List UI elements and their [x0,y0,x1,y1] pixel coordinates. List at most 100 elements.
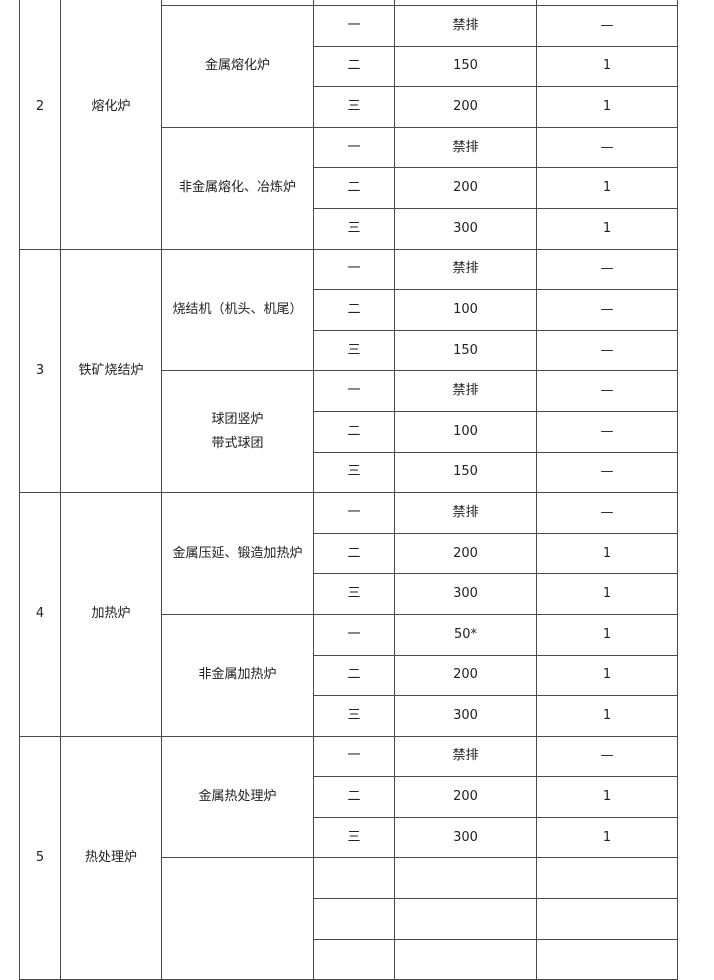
ringelmann-blackness: — [536,451,678,494]
ringelmann-blackness: — [536,370,678,412]
emission-standards-table-container: 2 熔化炉 金属熔化炉一禁排 — 二 150 1 三 200 1 非金属熔化、冶炼炉一禁排 — 二 200… [19,0,678,980]
emission-limit [394,938,537,980]
section-number: 2 [19,0,61,250]
ringelmann-blackness: — [536,410,678,453]
furnace-type-line: 金属压延、锻造加热炉 [172,545,303,561]
zone-level: 三 [313,695,395,737]
emission-limit: 禁排 [394,248,537,291]
ringelmann-blackness: — [536,329,678,372]
ringelmann-blackness [536,898,678,940]
zone-level: 三 [313,451,395,494]
emission-limit: 200 [394,654,537,697]
ringelmann-blackness: 1 [536,207,678,250]
emission-limit: 300 [394,573,537,615]
emission-limit: 300 [394,816,537,859]
zone-level: 三 [313,573,395,615]
emission-limit: 200 [394,167,537,209]
zone-level: 二 [313,45,395,88]
zone-level: 一 [313,370,395,412]
zone-level: 二 [313,167,395,209]
emission-standards-table: 2 熔化炉 金属熔化炉一禁排 — 二 150 1 三 200 1 非金属熔化、冶炼炉一禁排 — 二 200… [19,0,678,980]
ringelmann-blackness: 1 [536,86,678,128]
ringelmann-blackness: 1 [536,776,678,818]
zone-level [313,857,395,900]
furnace-type: 金属压延、锻造加热炉 [161,492,314,615]
zone-level: 一 [313,735,395,778]
ringelmann-blackness: — [536,5,678,47]
emission-limit: 300 [394,207,537,250]
ringelmann-blackness: — [536,289,678,331]
ringelmann-blackness: 1 [536,45,678,88]
furnace-type: 球团竖炉 带式球团 [161,370,314,494]
ringelmann-blackness: 1 [536,654,678,697]
emission-limit: 禁排 [394,370,537,412]
ringelmann-blackness: 1 [536,613,678,656]
zone-level [313,938,395,980]
furnace-type: 金属热处理炉 [161,735,314,859]
emission-limit [394,857,537,900]
table-row: 二 200 1 [20,167,678,209]
section-number: 4 [19,492,61,737]
table-row: 三 300 1 [20,207,678,250]
section-number: 3 [19,248,61,494]
emission-limit: 300 [394,695,537,737]
furnace-type: 非金属熔化、冶炼炉 [161,126,314,250]
emission-limit: 禁排 [394,735,537,778]
emission-limit: 禁排 [394,492,537,534]
ringelmann-blackness: — [536,248,678,291]
zone-level: 一 [313,126,395,169]
furnace-type-line: 非金属加热炉 [198,667,277,683]
ringelmann-blackness: — [536,492,678,534]
furnace-type-line: 金属热处理炉 [198,789,277,805]
furnace-type-line: 金属熔化炉 [204,58,270,74]
furnace-type: 烧结机（机头、机尾） [161,248,314,372]
zone-level: 三 [313,329,395,372]
furnace-category: 熔化炉 [60,0,162,250]
zone-level: 二 [313,654,395,697]
section-number: 5 [19,735,61,980]
zone-level: 一 [313,492,395,534]
table-row: 二 200 1 [20,532,678,575]
table-row: 二 100— [20,410,678,453]
furnace-type-line: 球团竖炉 [211,411,264,427]
table-row: 5 热处理炉 金属热处理炉 一禁排 — [19,735,678,980]
emission-limit: 200 [394,776,537,818]
table-row: 3 铁矿烧结炉 烧结机（机头、机尾）一禁排 — [19,248,678,494]
furnace-type: 金属熔化炉 [161,5,314,128]
zone-level: 一 [313,613,395,656]
zone-level: 一 [313,248,395,291]
ringelmann-blackness [536,938,678,980]
ringelmann-blackness: 1 [536,695,678,737]
table-row: 三 200 1 [20,86,678,128]
furnace-type: 非金属加热炉 [161,613,314,737]
zone-level: 二 [313,776,395,818]
zone-level: 三 [313,816,395,859]
emission-limit: 100 [394,289,537,331]
table-row: 二 150 1 [20,45,678,88]
ringelmann-blackness: 1 [536,573,678,615]
ringelmann-blackness: — [536,735,678,778]
table-row: 二 100— [20,289,678,331]
furnace-category: 铁矿烧结炉 [60,248,162,494]
zone-level: 一 [313,5,395,47]
table-row: 2 熔化炉 [19,0,678,250]
furnace-type-line: 非金属熔化、冶炼炉 [178,180,296,196]
ringelmann-blackness: 1 [536,167,678,209]
zone-level: 二 [313,289,395,331]
table-row: 三 300 1 [20,816,678,859]
emission-limit: 150 [394,451,537,494]
emission-limit: 禁排 [394,126,537,169]
furnace-category: 加热炉 [60,492,162,737]
furnace-type-line: 带式球团 [211,435,264,451]
table-row: 球团竖炉 带式球团一禁排 — [20,370,678,494]
ringelmann-blackness [536,857,678,900]
emission-limit [394,898,537,940]
emission-limit: 200 [394,86,537,128]
table-row: 三 150— [20,329,678,372]
zone-level: 三 [313,86,395,128]
furnace-category: 热处理炉 [60,735,162,980]
emission-limit: 100 [394,410,537,453]
table-row: 4 加热炉 金属压延、锻造加热炉一禁排 — [19,492,678,737]
zone-level: 三 [313,207,395,250]
zone-level: 二 [313,532,395,575]
